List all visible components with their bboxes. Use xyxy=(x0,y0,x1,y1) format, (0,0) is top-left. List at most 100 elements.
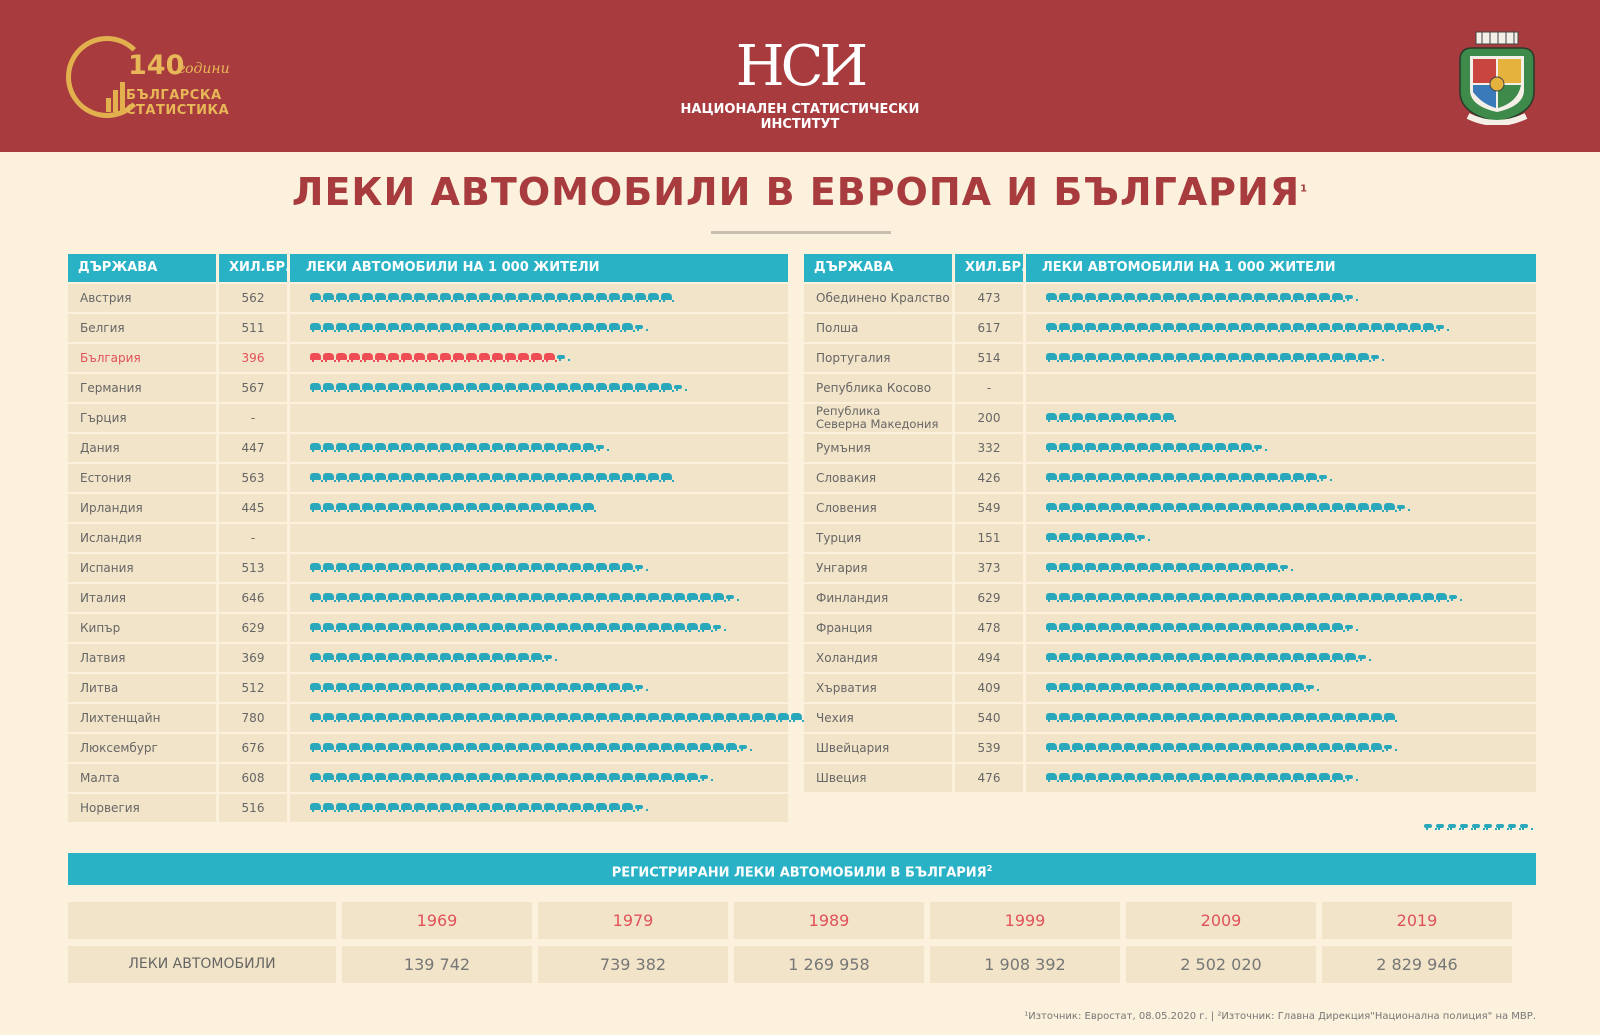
car-icon xyxy=(1098,623,1111,632)
car-icon xyxy=(583,443,596,452)
car-icon xyxy=(1254,293,1267,302)
car-icon xyxy=(375,503,388,512)
car-icon xyxy=(336,473,349,482)
car-icon xyxy=(1189,773,1202,782)
car-icon xyxy=(1072,443,1085,452)
car-bar xyxy=(1026,314,1536,342)
car-icon xyxy=(1085,683,1098,692)
car-icon xyxy=(1228,323,1241,332)
car-icon xyxy=(1163,353,1176,362)
car-icon xyxy=(505,503,518,512)
car-icon-partial xyxy=(1306,685,1319,691)
car-icon xyxy=(1228,683,1241,692)
car-icon xyxy=(648,773,661,782)
country-name-line1: Република xyxy=(816,404,881,418)
car-icon xyxy=(453,443,466,452)
car-bar xyxy=(1026,554,1536,582)
header-band: 140 години БЪЛГАРСКА СТАТИСТИКА НСИ НАЦИ… xyxy=(0,0,1600,152)
year-cell: 1989 xyxy=(734,902,924,939)
car-icon xyxy=(1046,623,1059,632)
car-icon xyxy=(1176,623,1189,632)
country-name: Люксембург xyxy=(68,734,216,762)
car-icon xyxy=(583,503,596,512)
car-icon xyxy=(1267,653,1280,662)
car-icon xyxy=(362,683,375,692)
car-icon xyxy=(401,623,414,632)
car-icon xyxy=(544,773,557,782)
country-value: - xyxy=(955,374,1023,402)
car-icon xyxy=(622,803,635,812)
car-icon xyxy=(1059,473,1072,482)
car-icon xyxy=(674,773,687,782)
car-icon xyxy=(687,713,700,722)
car-icon xyxy=(518,743,531,752)
car-icon xyxy=(1202,353,1215,362)
car-icon-partial xyxy=(1280,565,1293,571)
car-icon xyxy=(479,563,492,572)
car-icon xyxy=(1241,353,1254,362)
car-icon xyxy=(570,503,583,512)
row-label: ЛЕКИ АВТОМОБИЛИ xyxy=(68,946,336,983)
car-icon xyxy=(1293,713,1306,722)
car-icon xyxy=(570,593,583,602)
car-icon xyxy=(427,473,440,482)
car-icon xyxy=(596,743,609,752)
car-icon xyxy=(427,713,440,722)
country-value: 617 xyxy=(955,314,1023,342)
car-icon xyxy=(375,803,388,812)
car-icon xyxy=(1358,503,1371,512)
car-icon xyxy=(310,443,323,452)
car-icon xyxy=(583,683,596,692)
country-value: 151 xyxy=(955,524,1023,552)
car-icon xyxy=(1384,323,1397,332)
car-icon xyxy=(1150,443,1163,452)
car-icon xyxy=(1332,773,1345,782)
car-icon xyxy=(570,803,583,812)
car-icon xyxy=(414,743,427,752)
car-icon xyxy=(544,443,557,452)
car-icon xyxy=(1150,593,1163,602)
car-icon xyxy=(1423,593,1436,602)
country-value: 369 xyxy=(219,644,287,672)
car-icon xyxy=(557,803,570,812)
car-icon xyxy=(583,713,596,722)
car-icon xyxy=(336,683,349,692)
car-icon xyxy=(479,503,492,512)
car-icon-partial xyxy=(1345,775,1358,781)
car-icon xyxy=(1111,473,1124,482)
car-icon xyxy=(1293,743,1306,752)
car-icon xyxy=(1215,443,1228,452)
car-icon xyxy=(674,743,687,752)
car-icon xyxy=(557,713,570,722)
car-icon xyxy=(1241,773,1254,782)
car-icon xyxy=(1202,323,1215,332)
car-icon xyxy=(453,323,466,332)
car-icon xyxy=(453,623,466,632)
car-icon xyxy=(1280,683,1293,692)
car-icon xyxy=(609,683,622,692)
car-icon xyxy=(427,293,440,302)
car-icon xyxy=(1267,593,1280,602)
car-icon-partial xyxy=(635,805,648,811)
car-icon xyxy=(492,503,505,512)
car-icon xyxy=(336,503,349,512)
car-icon-partial xyxy=(674,385,687,391)
car-icon xyxy=(622,743,635,752)
car-icon xyxy=(375,353,388,362)
car-icon xyxy=(310,623,323,632)
car-icon xyxy=(531,593,544,602)
car-icon xyxy=(596,323,609,332)
country-name: Република Северна Македония xyxy=(804,404,952,432)
car-icon xyxy=(1046,473,1059,482)
car-icon xyxy=(1124,443,1137,452)
car-icon xyxy=(1046,533,1059,542)
car-icon xyxy=(1241,743,1254,752)
col-header-country: ДЪРЖАВА xyxy=(68,254,216,282)
car-icon xyxy=(414,653,427,662)
car-icon xyxy=(570,713,583,722)
car-icon xyxy=(1137,683,1150,692)
car-icon xyxy=(388,713,401,722)
car-icon xyxy=(453,653,466,662)
car-icon xyxy=(1085,323,1098,332)
car-icon xyxy=(661,623,674,632)
